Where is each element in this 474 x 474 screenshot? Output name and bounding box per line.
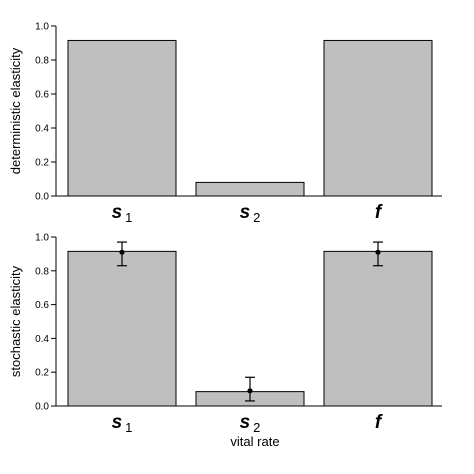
- y-tick-label: 0.6: [35, 300, 49, 311]
- x-tick-label: f: [375, 202, 383, 223]
- y-tick-label: 0.2: [35, 158, 49, 169]
- y-tick-label: 0.2: [35, 368, 49, 379]
- y-tick-label: 0.8: [35, 266, 49, 277]
- y-tick-label: 0.6: [35, 90, 49, 101]
- bar: [323, 39, 433, 197]
- data-point: [119, 249, 125, 255]
- y-tick-label: 1.0: [35, 233, 49, 244]
- y-tick-label: 0.4: [35, 334, 49, 345]
- y-tick-label: 0.8: [35, 56, 49, 67]
- bar: [195, 181, 305, 197]
- y-tick-label: 1.0: [35, 22, 49, 33]
- y-axis-title: deterministic elasticity: [8, 47, 23, 174]
- y-axis-title: stochastic elasticity: [8, 265, 23, 377]
- x-tick-label: f: [375, 412, 383, 433]
- y-tick-label: 0.0: [35, 192, 49, 203]
- bar: [67, 39, 177, 197]
- stochastic-elasticity-panel: 0.0 0.2 0.4 0.6 0.8 1.0 stochastic elasticity s…: [8, 233, 442, 449]
- data-point: [375, 249, 381, 255]
- x-axis-title: vital rate: [230, 434, 279, 449]
- bar: [67, 250, 177, 407]
- y-tick-label: 0.4: [35, 124, 49, 135]
- bar: [323, 250, 433, 407]
- y-tick-label: 0.0: [35, 402, 49, 413]
- deterministic-elasticity-panel: 0.0 0.2 0.4 0.6 0.8 1.0 deterministic elastici…: [8, 22, 442, 225]
- data-point: [247, 388, 253, 394]
